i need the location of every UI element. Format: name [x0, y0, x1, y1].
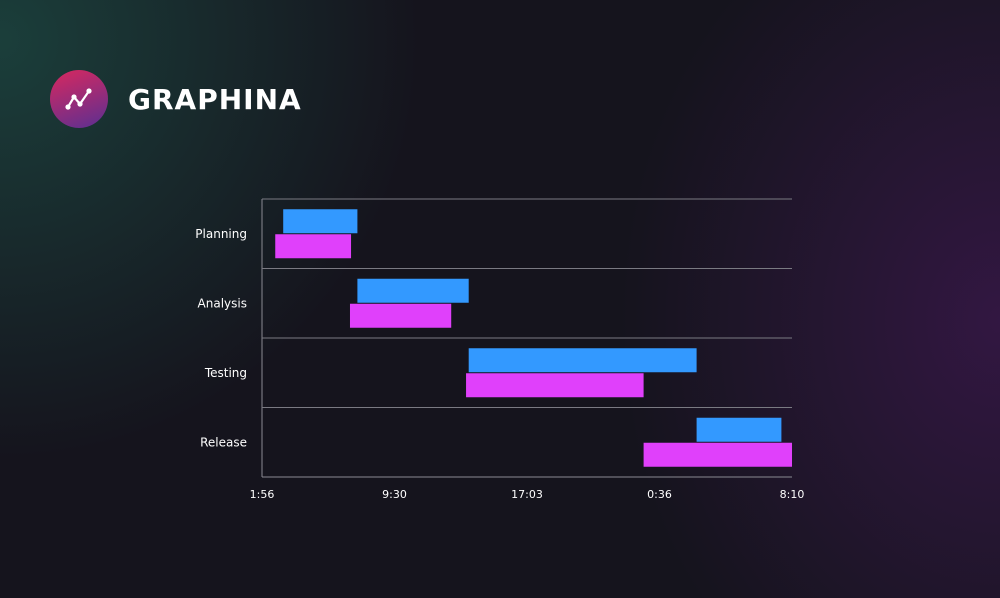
x-tick-label: 1:56: [250, 488, 275, 501]
category-label: Planning: [195, 227, 247, 241]
category-labels: Planning Analysis Testing Release: [195, 227, 247, 450]
range-bar[interactable]: [466, 373, 644, 398]
chart-bars: [275, 209, 792, 467]
x-tick-label: 9:30: [382, 488, 407, 501]
x-tick-labels: 1:56 9:30 17:03 0:36 8:10: [250, 488, 805, 501]
range-bar[interactable]: [643, 442, 792, 467]
range-bar[interactable]: [349, 303, 452, 328]
chart-grid: [261, 198, 792, 478]
logo: [50, 70, 108, 128]
category-label: Release: [200, 435, 247, 449]
category-label: Testing: [204, 366, 247, 380]
range-bar[interactable]: [283, 209, 358, 234]
brand: GRAPHINA: [50, 70, 302, 128]
brand-name: GRAPHINA: [128, 82, 302, 116]
range-bar[interactable]: [357, 278, 469, 303]
range-bar[interactable]: [468, 348, 697, 373]
category-label: Analysis: [198, 296, 247, 310]
x-tick-label: 0:36: [647, 488, 672, 501]
x-tick-label: 8:10: [780, 488, 805, 501]
x-tick-label: 17:03: [511, 488, 543, 501]
range-bar[interactable]: [275, 234, 352, 259]
line-chart-icon: [65, 88, 92, 110]
range-bar[interactable]: [696, 417, 782, 442]
